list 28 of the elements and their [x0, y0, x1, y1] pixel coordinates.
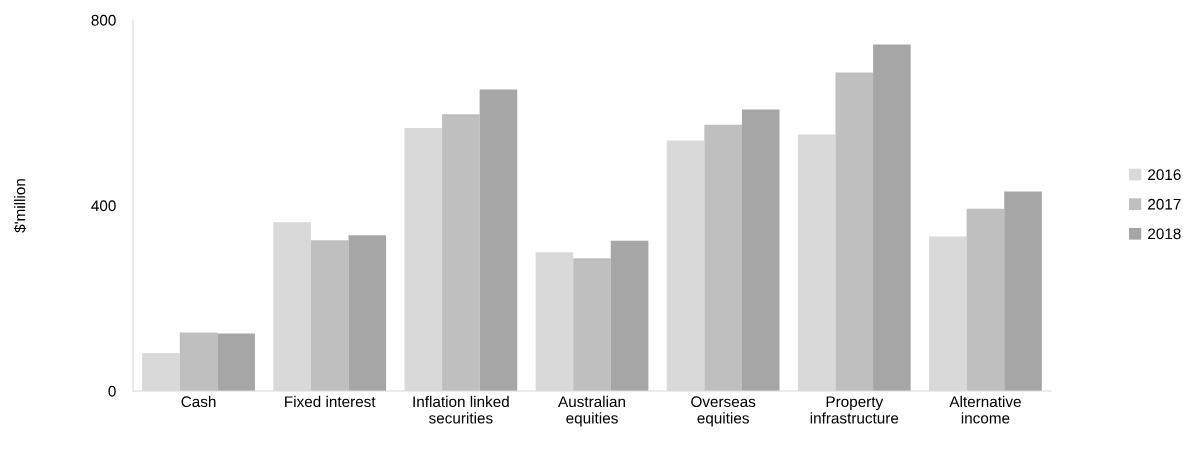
y-axis-title: $'million	[13, 179, 27, 233]
y-tick-label: 400	[91, 200, 116, 212]
bar	[966, 208, 1005, 391]
legend-label: 2017	[1148, 198, 1181, 210]
bar	[835, 72, 874, 391]
y-tick-label: 0	[108, 385, 116, 397]
bar	[442, 114, 480, 391]
x-tick-label: Cash	[181, 395, 216, 408]
x-tick-label: Alternative income	[949, 395, 1021, 424]
y-tick-label: 800	[91, 14, 116, 26]
bar	[573, 258, 611, 391]
bar	[873, 44, 911, 391]
bar	[348, 235, 387, 391]
bar	[310, 240, 349, 391]
legend-label: 2016	[1148, 169, 1181, 181]
bar	[217, 333, 255, 391]
x-tick-label: Overseas equities	[691, 396, 756, 427]
x-tick-label: Fixed interest	[285, 395, 376, 408]
x-tick-label: Australian equities	[558, 395, 625, 427]
bar	[741, 109, 780, 391]
x-tick-label: Inflation linked securities	[413, 395, 509, 424]
legend-label: 2018	[1148, 228, 1181, 240]
bar	[479, 89, 518, 391]
bar	[610, 240, 649, 391]
bar	[179, 332, 218, 391]
x-tick-label: Property infrastructure	[810, 396, 899, 424]
bar	[1004, 191, 1042, 391]
bar	[704, 124, 742, 391]
